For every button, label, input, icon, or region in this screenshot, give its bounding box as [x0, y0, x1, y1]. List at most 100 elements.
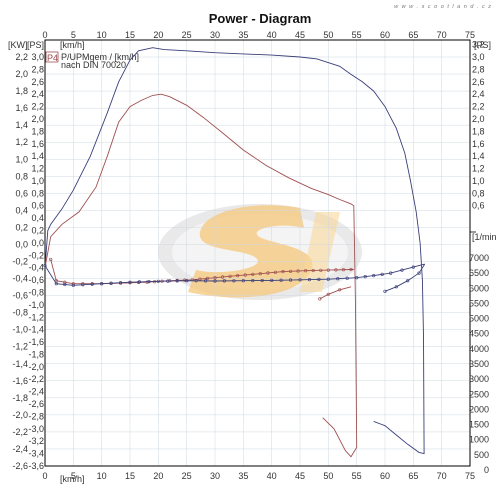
ps-tick-left: -3,0: [28, 424, 44, 434]
series-marker-4: [232, 279, 236, 283]
ps-tick-left: -1,8: [28, 349, 44, 359]
legend-line1: P/UPMgem / [km/h]: [61, 52, 139, 62]
series-marker-3: [326, 268, 330, 272]
right-unit-ps: [PS]: [474, 40, 491, 50]
kw-tick: 2,0: [15, 69, 28, 79]
x-tick-bottom: 30: [210, 471, 220, 481]
ps-tick-left: 1,6: [31, 139, 44, 149]
series-marker-6: [417, 271, 421, 275]
series-marker-4: [54, 282, 58, 286]
series-marker-4: [260, 278, 264, 283]
ps-tick-right: 1,8: [472, 126, 485, 136]
ps-tick-left: -2,8: [28, 411, 44, 421]
series-marker-4: [270, 278, 274, 283]
x-tick-top: 35: [238, 30, 248, 40]
kw-tick: -1,4: [12, 359, 28, 369]
series-marker-4: [380, 272, 384, 277]
kw-tick: 1,6: [15, 103, 28, 113]
series-marker-4: [43, 264, 47, 268]
series-marker-4: [81, 283, 85, 287]
x-tick-bottom: 65: [408, 471, 418, 481]
series-marker-3: [49, 257, 53, 262]
x-tick-bottom: 75: [465, 471, 475, 481]
ps-tick-left: 1,8: [31, 126, 44, 136]
series-marker-3: [221, 275, 225, 279]
series-marker-4: [363, 275, 367, 279]
ps-tick-left: -2,2: [28, 374, 44, 384]
series-marker-3: [281, 270, 285, 274]
series-marker-4: [372, 274, 376, 278]
ps-tick-left: -0,2: [28, 250, 44, 260]
rpm-tick: 3000: [469, 374, 489, 384]
series-marker-6: [383, 289, 387, 293]
scootland-logo: [158, 204, 362, 300]
series-line-6: [384, 263, 426, 292]
series-marker-6: [406, 279, 410, 283]
ps-tick-left: -1,4: [28, 325, 44, 335]
kw-tick: -2,6: [12, 461, 28, 471]
kw-tick: 0,0: [15, 239, 28, 249]
rpm-tick: 3500: [469, 359, 489, 369]
ps-tick-left: 1,2: [31, 164, 44, 174]
ps-tick-right: 2,0: [472, 114, 485, 124]
series-marker-3: [266, 271, 270, 275]
ps-tick-left: -3,2: [28, 436, 44, 446]
series-marker-3: [228, 274, 232, 278]
ps-tick-left: -2,4: [28, 387, 44, 397]
kw-tick: 1,8: [15, 86, 28, 96]
x-tick-bottom: 50: [323, 471, 333, 481]
x-tick-bottom: 10: [97, 471, 107, 481]
series-marker-4: [317, 277, 321, 282]
series-marker-4: [400, 268, 404, 272]
ps-tick-left: 1,0: [31, 176, 44, 186]
ps-tick-left: 1,4: [31, 151, 44, 161]
series-marker-3: [205, 276, 209, 281]
left-unit-ps: [PS]: [27, 40, 44, 50]
ps-tick-right: 3,0: [472, 52, 485, 62]
rpm-tick: 0: [484, 465, 489, 475]
series-marker-4: [307, 278, 312, 282]
kw-tick: 2,2: [15, 52, 28, 62]
ps-tick-left: -3,4: [28, 449, 44, 459]
x-tick-bottom: 5: [71, 471, 76, 481]
x-tick-top: 40: [267, 30, 277, 40]
series-marker-5: [318, 297, 322, 301]
kw-tick: -2,0: [12, 410, 28, 420]
series-marker-3: [304, 269, 308, 273]
ps-tick-right: 1,6: [472, 139, 485, 149]
series-marker-3: [54, 279, 58, 283]
rpm-tick: 4000: [469, 344, 489, 354]
ps-tick-left: 2,6: [31, 77, 44, 87]
rpm-tick: 2500: [469, 389, 489, 399]
series-marker-4: [298, 278, 302, 282]
series-marker-3: [63, 280, 67, 284]
series-marker-4: [411, 265, 415, 269]
kw-tick: 0,8: [15, 171, 28, 181]
x-tick-bottom: 20: [153, 471, 163, 481]
ps-tick-left: 0,6: [31, 201, 44, 211]
kw-tick: 1,4: [15, 120, 28, 130]
ps-tick-left: 3,0: [31, 52, 44, 62]
series-marker-4: [175, 279, 179, 283]
kw-tick: -0,6: [12, 291, 28, 301]
chart-grid: [44, 40, 471, 467]
kw-tick: 0,4: [15, 205, 28, 215]
ps-tick-left: 0,2: [31, 226, 44, 236]
speed-unit-bottom: [km/h]: [60, 474, 85, 484]
x-tick-top: 60: [380, 30, 390, 40]
series-marker-4: [128, 280, 132, 284]
rpm-tick: 500: [474, 450, 489, 460]
kw-tick: -0,2: [12, 257, 28, 267]
series-marker-4: [241, 279, 245, 283]
series-marker-4: [213, 279, 217, 283]
series-marker-4: [137, 280, 141, 284]
kw-tick: -2,2: [12, 427, 28, 437]
x-tick-top: 5: [71, 30, 76, 40]
ps-tick-right: 2,8: [472, 64, 485, 74]
series-marker-4: [389, 271, 393, 275]
ps-tick-left: 2,2: [31, 102, 44, 112]
series-marker-3: [296, 269, 300, 273]
series-marker-3: [213, 276, 217, 280]
x-tick-bottom: 55: [352, 471, 362, 481]
x-tick-top: 25: [182, 30, 192, 40]
